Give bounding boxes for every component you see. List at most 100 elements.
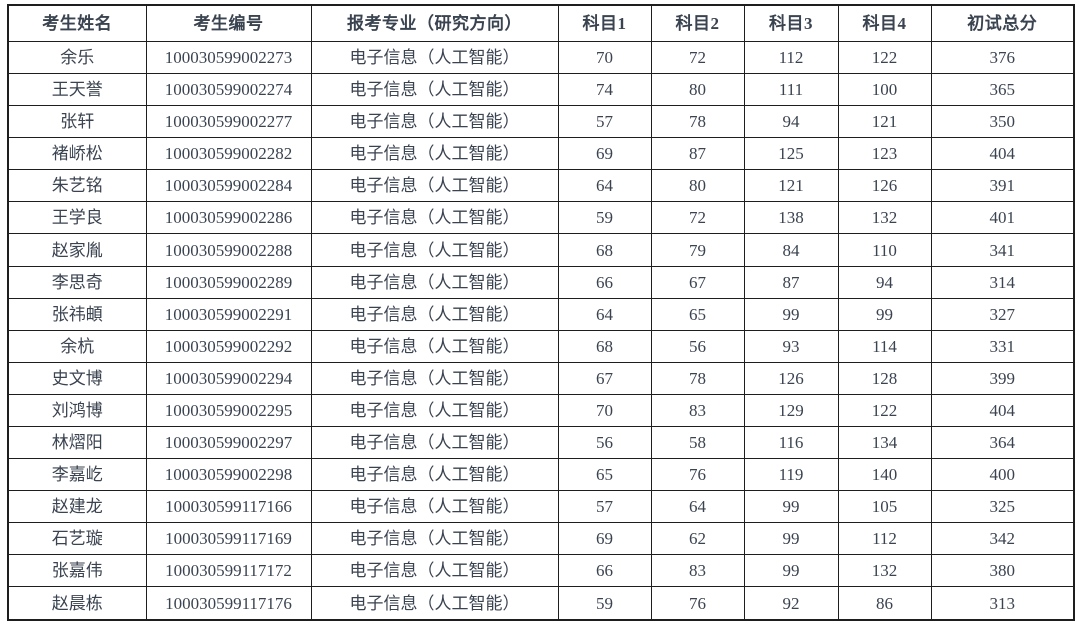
table-cell: 石艺璇 [7, 522, 147, 556]
table-cell: 赵建龙 [7, 490, 147, 524]
table-cell: 313 [930, 586, 1075, 621]
table-cell: 99 [743, 554, 839, 588]
table-cell: 62 [650, 522, 745, 556]
table-cell: 76 [650, 458, 745, 492]
table-cell: 64 [557, 169, 652, 203]
table-cell: 电子信息（人工智能） [310, 329, 559, 363]
table-cell: 111 [743, 73, 839, 107]
table-cell: 68 [557, 329, 652, 363]
table-cell: 68 [557, 233, 652, 267]
table-row: 朱艺铭 100030599002284 电子信息（人工智能） 64 80 121 126 39… [7, 169, 1075, 203]
table-cell: 122 [837, 393, 932, 427]
table-row: 李嘉屹 100030599002298 电子信息（人工智能） 65 76 119 140 40… [7, 458, 1075, 492]
table-cell: 350 [930, 105, 1075, 139]
table-cell: 电子信息（人工智能） [310, 522, 559, 556]
table-cell: 余乐 [7, 40, 147, 75]
table-cell: 史文博 [7, 361, 147, 395]
table-cell: 364 [930, 425, 1075, 460]
table-cell: 电子信息（人工智能） [310, 361, 559, 395]
table-cell: 电子信息（人工智能） [310, 265, 559, 299]
table-cell: 80 [650, 169, 745, 203]
table-cell: 121 [743, 169, 839, 203]
table-cell: 100030599002273 [145, 40, 312, 75]
table-cell: 100030599002277 [145, 105, 312, 139]
table-cell: 电子信息（人工智能） [310, 425, 559, 460]
table-cell: 134 [837, 425, 932, 460]
table-cell: 342 [930, 522, 1075, 556]
table-cell: 87 [743, 265, 839, 299]
table-row: 赵晨栋 100030599117176 电子信息（人工智能） 59 76 92 86 313 [7, 586, 1075, 621]
table-cell: 褚峤松 [7, 137, 147, 171]
table-cell: 王学良 [7, 201, 147, 235]
table-cell: 林熠阳 [7, 425, 147, 460]
table-cell: 404 [930, 393, 1075, 427]
table-cell: 331 [930, 329, 1075, 363]
table-cell: 电子信息（人工智能） [310, 201, 559, 235]
table-cell: 112 [837, 522, 932, 556]
table-cell: 100030599117176 [145, 586, 312, 621]
table-cell: 电子信息（人工智能） [310, 137, 559, 171]
table-cell: 刘鸿博 [7, 393, 147, 427]
table-header-row: 考生姓名 考生编号 报考专业（研究方向） 科目1 科目2 科目3 科目4 初试总分 [7, 4, 1075, 42]
table-cell: 电子信息（人工智能） [310, 586, 559, 621]
table-cell: 100030599002288 [145, 233, 312, 267]
table-cell: 84 [743, 233, 839, 267]
table-cell: 66 [557, 554, 652, 588]
table-cell: 王天誉 [7, 73, 147, 107]
table-cell: 380 [930, 554, 1075, 588]
table-cell: 100030599002282 [145, 137, 312, 171]
table-cell: 399 [930, 361, 1075, 395]
table-row: 史文博 100030599002294 电子信息（人工智能） 67 78 126 128 39… [7, 361, 1075, 395]
table-cell: 376 [930, 40, 1075, 75]
table-cell: 100030599002291 [145, 297, 312, 331]
table-cell: 赵家胤 [7, 233, 147, 267]
table-cell: 119 [743, 458, 839, 492]
table-cell: 74 [557, 73, 652, 107]
table-cell: 99 [743, 490, 839, 524]
table-cell: 56 [557, 425, 652, 460]
table-cell: 张轩 [7, 105, 147, 139]
table-cell: 140 [837, 458, 932, 492]
table-cell: 100030599002298 [145, 458, 312, 492]
table-cell: 100030599002284 [145, 169, 312, 203]
table-cell: 69 [557, 522, 652, 556]
table-cell: 电子信息（人工智能） [310, 490, 559, 524]
table-cell: 138 [743, 201, 839, 235]
table-cell: 100030599002297 [145, 425, 312, 460]
table-cell: 100030599002289 [145, 265, 312, 299]
table-cell: 余杭 [7, 329, 147, 363]
table-cell: 59 [557, 201, 652, 235]
table-cell: 电子信息（人工智能） [310, 233, 559, 267]
table-cell: 327 [930, 297, 1075, 331]
table-cell: 92 [743, 586, 839, 621]
table-row: 石艺璇 100030599117169 电子信息（人工智能） 69 62 99 112 342 [7, 522, 1075, 556]
table-cell: 59 [557, 586, 652, 621]
column-header-2: 考生编号 [145, 4, 312, 42]
table-row: 张祎頔 100030599002291 电子信息（人工智能） 64 65 99 99 327 [7, 297, 1075, 331]
table-cell: 69 [557, 137, 652, 171]
table-cell: 65 [557, 458, 652, 492]
column-header-8: 初试总分 [930, 4, 1075, 42]
table-cell: 72 [650, 201, 745, 235]
table-cell: 张嘉伟 [7, 554, 147, 588]
table-row: 林熠阳 100030599002297 电子信息（人工智能） 56 58 116 134 36… [7, 425, 1075, 460]
table-cell: 112 [743, 40, 839, 75]
table-cell: 400 [930, 458, 1075, 492]
table-cell: 67 [557, 361, 652, 395]
table-cell: 电子信息（人工智能） [310, 105, 559, 139]
table-cell: 83 [650, 554, 745, 588]
table-cell: 99 [837, 297, 932, 331]
table-cell: 94 [837, 265, 932, 299]
table-cell: 67 [650, 265, 745, 299]
table-cell: 李思奇 [7, 265, 147, 299]
table-row: 余杭 100030599002292 电子信息（人工智能） 68 56 93 114 331 [7, 329, 1075, 363]
table-cell: 99 [743, 522, 839, 556]
table-cell: 116 [743, 425, 839, 460]
table-row: 王天誉 100030599002274 电子信息（人工智能） 74 80 111 100 36… [7, 73, 1075, 107]
table-cell: 86 [837, 586, 932, 621]
table-cell: 56 [650, 329, 745, 363]
table-cell: 70 [557, 393, 652, 427]
table-cell: 76 [650, 586, 745, 621]
table-cell: 93 [743, 329, 839, 363]
table-cell: 100030599002295 [145, 393, 312, 427]
